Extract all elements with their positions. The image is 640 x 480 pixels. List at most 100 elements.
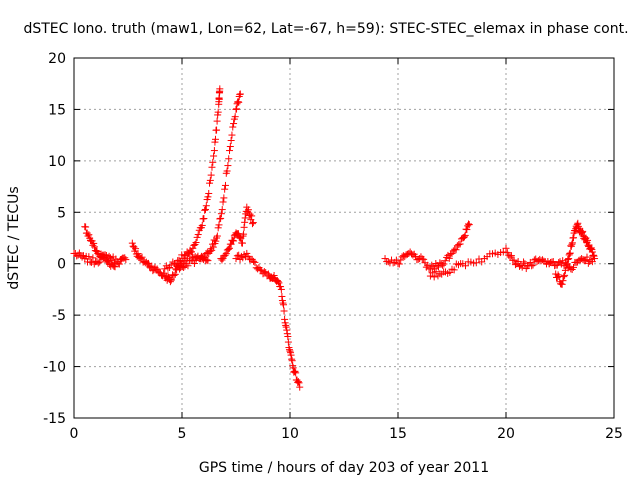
data-point bbox=[278, 292, 286, 300]
data-point bbox=[226, 244, 234, 252]
data-point bbox=[226, 143, 234, 151]
data-point bbox=[235, 233, 243, 241]
data-point bbox=[233, 252, 241, 260]
data-point bbox=[167, 275, 175, 283]
data-point bbox=[296, 383, 304, 391]
data-point bbox=[279, 299, 287, 307]
chart-title: dSTEC Iono. truth (maw1, Lon=62, Lat=-67… bbox=[23, 21, 628, 37]
data-point bbox=[241, 218, 249, 226]
data-point bbox=[161, 265, 169, 273]
data-point bbox=[105, 252, 113, 260]
data-point bbox=[180, 263, 188, 271]
ticks bbox=[73, 57, 615, 419]
data-point bbox=[287, 351, 295, 359]
data-point bbox=[204, 193, 212, 201]
data-point bbox=[463, 226, 471, 234]
data-point bbox=[229, 123, 237, 131]
data-point bbox=[588, 248, 596, 256]
data-point bbox=[560, 273, 568, 281]
data-point bbox=[122, 256, 130, 264]
data-point bbox=[248, 220, 256, 228]
data-point bbox=[517, 262, 525, 270]
data-point bbox=[587, 245, 595, 253]
x-tick-label: 0 bbox=[70, 426, 79, 442]
data-point bbox=[461, 231, 469, 239]
data-point bbox=[85, 231, 93, 239]
data-point bbox=[208, 163, 216, 171]
plot-frame bbox=[73, 57, 615, 419]
data-point bbox=[153, 265, 161, 273]
data-point bbox=[210, 147, 218, 155]
data-point bbox=[395, 260, 403, 268]
data-point bbox=[233, 105, 241, 113]
data-points bbox=[70, 85, 599, 391]
data-point bbox=[130, 243, 138, 251]
data-point bbox=[194, 231, 202, 239]
data-point bbox=[561, 259, 569, 267]
y-tick-label: 10 bbox=[48, 154, 66, 170]
data-point bbox=[208, 246, 216, 254]
data-point bbox=[281, 315, 289, 323]
data-point bbox=[216, 215, 224, 223]
data-point bbox=[462, 262, 469, 270]
data-point bbox=[260, 268, 268, 276]
data-point bbox=[91, 243, 99, 251]
data-point bbox=[170, 272, 178, 280]
data-point bbox=[549, 258, 557, 266]
data-point bbox=[578, 228, 586, 236]
data-point bbox=[567, 242, 575, 250]
data-point bbox=[559, 277, 567, 285]
data-point bbox=[221, 185, 229, 193]
data-point bbox=[554, 271, 562, 279]
data-point bbox=[189, 244, 197, 252]
data-point bbox=[248, 212, 256, 220]
data-point bbox=[570, 234, 577, 242]
data-point bbox=[212, 237, 220, 245]
data-point bbox=[94, 259, 102, 267]
data-point bbox=[234, 98, 242, 106]
data-point bbox=[472, 259, 480, 267]
data-point bbox=[216, 85, 224, 93]
data-point bbox=[426, 272, 434, 280]
data-point bbox=[213, 117, 221, 125]
data-point bbox=[441, 257, 449, 265]
data-point bbox=[286, 347, 294, 355]
data-point bbox=[292, 369, 300, 377]
x-tick-label: 15 bbox=[389, 426, 407, 442]
data-point bbox=[192, 239, 200, 247]
data-point bbox=[561, 271, 569, 279]
data-point bbox=[226, 147, 234, 155]
data-point bbox=[456, 240, 464, 248]
x-tick-label: 10 bbox=[281, 426, 299, 442]
data-point bbox=[223, 167, 231, 175]
data-point bbox=[219, 198, 227, 206]
x-tick-label: 25 bbox=[605, 426, 623, 442]
x-tick-label: 20 bbox=[497, 426, 515, 442]
y-tick-label: -5 bbox=[52, 308, 66, 324]
data-point bbox=[445, 254, 453, 262]
data-point bbox=[200, 214, 208, 222]
data-point bbox=[384, 258, 392, 266]
data-point bbox=[221, 251, 229, 259]
data-point bbox=[291, 367, 299, 375]
data-point bbox=[251, 258, 259, 266]
data-point bbox=[218, 206, 226, 214]
data-point bbox=[249, 219, 257, 227]
data-point bbox=[460, 233, 468, 241]
data-point bbox=[227, 136, 235, 144]
data-point bbox=[198, 221, 206, 229]
data-point bbox=[236, 90, 244, 98]
data-point bbox=[138, 253, 146, 261]
data-point bbox=[111, 263, 119, 271]
data-point bbox=[238, 239, 246, 247]
data-point bbox=[452, 246, 460, 254]
data-point bbox=[440, 260, 448, 268]
data-point bbox=[464, 222, 472, 230]
data-point bbox=[283, 326, 291, 334]
x-tick-label: 5 bbox=[178, 426, 187, 442]
data-point bbox=[90, 239, 98, 247]
data-point bbox=[277, 285, 285, 293]
data-point bbox=[528, 262, 536, 270]
data-point bbox=[201, 205, 209, 213]
